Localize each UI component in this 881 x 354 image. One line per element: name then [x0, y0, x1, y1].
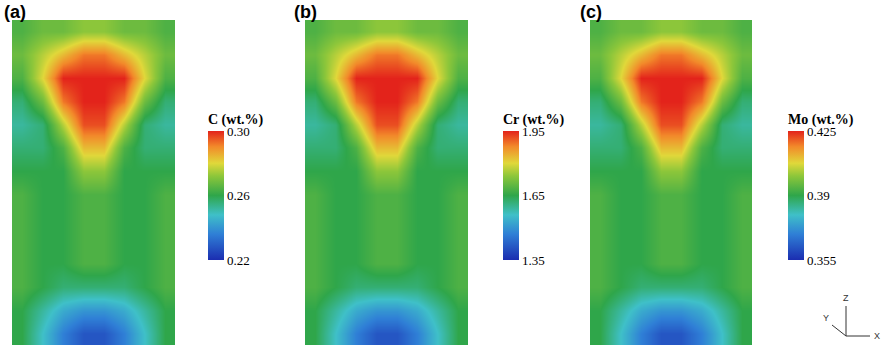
svg-text:X: X: [874, 331, 880, 341]
svg-text:0.30: 0.30: [227, 124, 250, 139]
svg-text:1.95: 1.95: [522, 124, 545, 139]
svg-text:0.26: 0.26: [227, 188, 250, 203]
svg-text:Z: Z: [843, 293, 849, 303]
svg-text:1.65: 1.65: [522, 188, 545, 203]
svg-text:Y: Y: [823, 313, 829, 323]
svg-text:(b): (b): [294, 2, 317, 22]
svg-text:(c): (c): [580, 2, 602, 22]
svg-text:Mo (wt.%): Mo (wt.%): [788, 112, 854, 128]
svg-text:0.39: 0.39: [807, 188, 830, 203]
svg-text:(a): (a): [4, 2, 26, 22]
svg-text:1.35: 1.35: [522, 253, 545, 268]
svg-text:Cr (wt.%): Cr (wt.%): [503, 112, 565, 128]
svg-text:0.425: 0.425: [807, 124, 836, 139]
svg-text:C (wt.%): C (wt.%): [208, 112, 264, 128]
svg-text:0.22: 0.22: [227, 253, 250, 268]
svg-text:0.355: 0.355: [807, 253, 836, 268]
